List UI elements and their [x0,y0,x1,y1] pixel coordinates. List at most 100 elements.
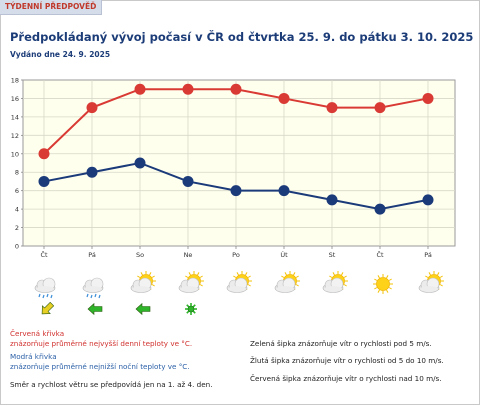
sun-cloud-icon [130,271,156,293]
data-point [230,185,242,197]
series-min-temperature [38,157,434,215]
sun-ray [386,275,389,279]
sun-ray [293,272,296,276]
y-tick-label: 14 [11,113,19,121]
sun-ray [245,272,248,276]
sun-ray [439,275,443,278]
cloud-part [36,286,54,292]
data-point [278,92,290,104]
arrow-west-icon [135,302,151,316]
sun-ray [247,275,251,278]
data-point [326,194,338,206]
legend-red-title: Červená křivka [10,329,65,338]
data-point [134,157,146,169]
sun-ray [374,278,378,281]
sun-ray [199,284,203,287]
page-title: Předpokládaný vývoj počasí v ČR od čtvrt… [10,30,474,44]
wind-center [187,305,195,313]
data-point [38,175,50,187]
sun-ray [137,275,141,278]
sun-ray [329,275,333,278]
legend-wind-note: Směr a rychlost větru se předpovídá jen … [10,380,213,389]
data-point [374,102,386,114]
legend-arrows: Zelená šipka znázorňuje vítr o rychlosti… [250,339,444,384]
chart-series [38,83,434,215]
sun-ray [140,272,143,276]
x-tick-label: Út [280,250,288,259]
sun-ray [343,275,347,278]
y-tick-label: 16 [11,95,19,103]
data-point [374,203,386,215]
weather-icon-row [34,271,444,299]
sun-ray [295,275,299,278]
sun-ray [377,289,380,293]
sun-ray [199,275,203,278]
sun-ray [236,272,239,276]
x-tick-label: Po [232,251,240,259]
sun-ray [428,272,431,276]
data-point [422,194,434,206]
issued-date: Vydáno dne 24. 9. 2025 [10,50,111,59]
cloud-part [420,286,438,292]
y-tick-label: 4 [15,206,19,214]
sun-ray [437,272,440,276]
data-point [38,148,50,160]
cloud-part [228,286,246,292]
sun-ray [386,289,389,293]
arrow-southwest-icon [41,301,55,315]
y-tick-label: 6 [15,187,19,195]
rain-drop [38,293,41,298]
arrow-shape [41,301,55,315]
arrow-shape [87,302,103,316]
legend-curves: Červená křivka znázorňuje průměrné nejvy… [10,329,213,390]
x-tick-label: Čt [40,250,48,259]
sun-cloud-icon [418,271,444,293]
data-point [134,83,146,95]
legend-yellow-arrow: Žlutá šipka znázorňuje vítr o rychlosti … [250,356,444,365]
sun-ray [425,275,429,278]
legend-red-desc: znázorňuje průměrné nejvyšší denní teplo… [10,339,193,348]
legend-blue-desc: znázorňuje průměrné nejnižší noční teplo… [10,362,190,371]
sun-ray [343,284,347,287]
legend-red-arrow: Červená šipka znázorňuje vítr o rychlost… [250,374,442,383]
cloud-part [324,286,342,292]
cloud-part [84,286,102,292]
data-point [86,166,98,178]
sun-icon [373,274,393,294]
rain-drop [46,293,49,298]
wind-arrow-row [41,301,197,316]
sun-ray [151,284,155,287]
rain-drop [98,294,101,299]
tab-weekly-forecast[interactable]: TÝDENNÍ PŘEDPOVĚĎ [0,0,103,15]
data-point [278,185,290,197]
legend-green-arrow: Zelená šipka znázorňuje vítr o rychlosti… [250,339,432,348]
x-tick-label: So [136,251,144,259]
sun-cloud-icon [322,271,348,293]
rain-drop [50,294,53,299]
data-point [86,102,98,114]
sun-ray [185,275,189,278]
sun-ray [388,278,392,281]
sun-ray [197,272,200,276]
y-tick-label: 2 [15,224,19,232]
cloud-part [132,286,150,292]
arrow-west-icon [87,302,103,316]
legend-blue-title: Modrá křivka [10,352,57,361]
chart-grid [22,79,456,247]
sun-ray [284,272,287,276]
sun-ray [295,284,299,287]
sun-ray [149,272,152,276]
rain-drop [86,293,89,298]
y-tick-label: 8 [15,169,19,177]
sun-ray [377,275,380,279]
arrow-shape [135,302,151,316]
sun-ray [439,284,443,287]
x-tick-label: St [329,251,336,259]
cloud-rain-icon [34,277,56,299]
sun-ray [188,272,191,276]
sun-cloud-icon [178,271,204,293]
sun-ray [341,272,344,276]
x-tick-label: Čt [376,250,384,259]
cloud-part [276,286,294,292]
data-point [230,83,242,95]
